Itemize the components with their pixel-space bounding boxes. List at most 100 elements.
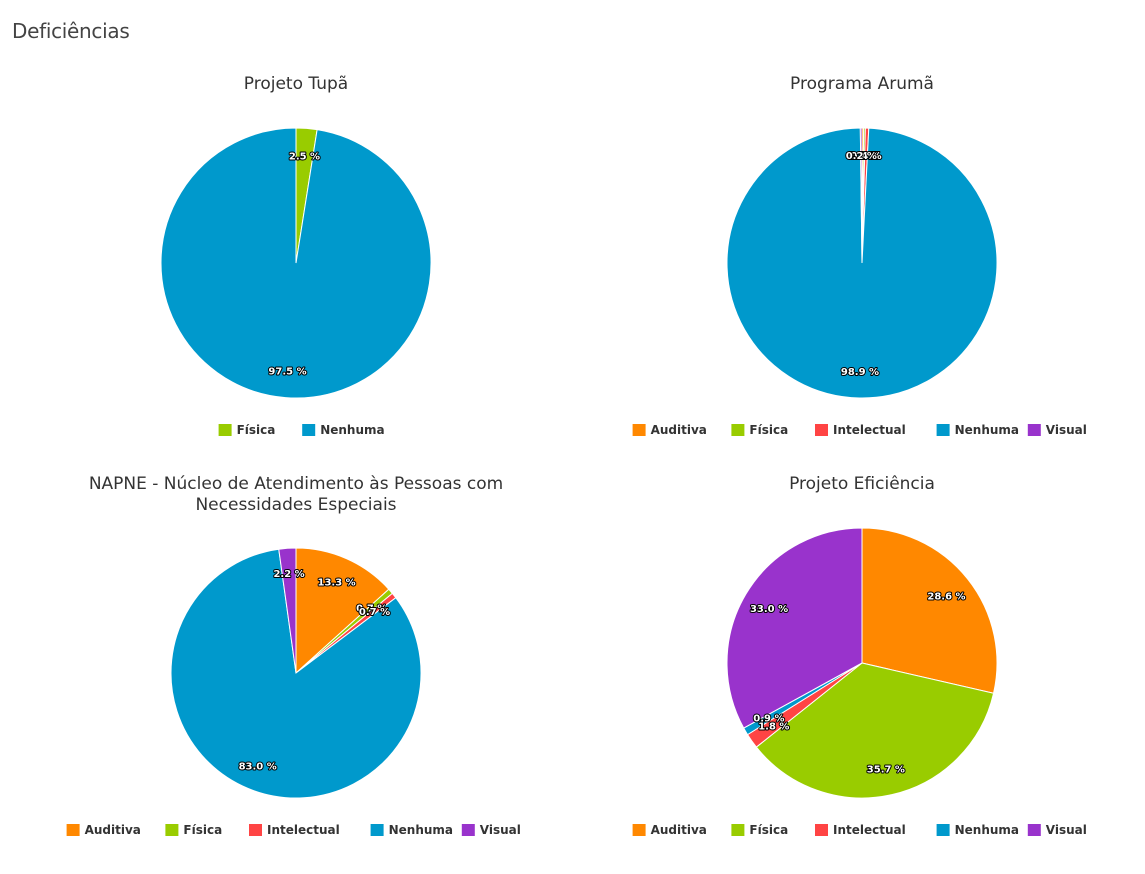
- pie-slice-auditiva[interactable]: [861, 527, 998, 694]
- slice-label-visual: 2.2 %: [273, 569, 304, 580]
- legend-swatch: [302, 424, 316, 436]
- slice-label-auditiva: 28.6 %: [927, 592, 965, 603]
- legend-label: Visual: [1046, 423, 1087, 437]
- legend-swatch: [1027, 424, 1041, 436]
- chart-title: Projeto Eficiência: [789, 474, 935, 494]
- chart-legend: Auditiva Física Intelectual Nenhuma Visual: [632, 823, 1087, 837]
- pie-chart-svg: NAPNE - Núcleo de Atendimento às Pessoas…: [66, 474, 521, 837]
- pie-labels: 28.6 % 35.7 % 1.8 %0.9 % 33.0 %: [749, 591, 967, 777]
- pie-slice-auditiva[interactable]: [295, 547, 390, 675]
- legend-item-auditiva[interactable]: Auditiva: [66, 823, 141, 837]
- legend-label: Nenhuma: [955, 823, 1019, 837]
- chart-title: Programa Arumã: [790, 74, 934, 94]
- pie-slice-nenhuma[interactable]: [160, 127, 432, 399]
- pie-slices: [726, 527, 998, 799]
- legend-swatch: [632, 424, 646, 436]
- legend-label: Auditiva: [651, 823, 707, 837]
- pie-slices: [160, 127, 432, 399]
- legend-swatch: [731, 424, 745, 436]
- legend-item-fisica[interactable]: Física: [165, 823, 222, 837]
- legend-swatch: [249, 824, 262, 836]
- legend-swatch: [815, 424, 828, 436]
- legend-swatch: [165, 824, 179, 836]
- legend-label: Nenhuma: [389, 823, 453, 837]
- pie-labels: 0.2 %0.2 %0.4 %98.9 %0.2 %: [840, 150, 883, 379]
- pie-chart-svg: Projeto Eficiência 28.6 % 35.7 % 1.8 %0.9 %…: [632, 474, 1087, 837]
- slice-label-intelectual: 0.4 %: [850, 151, 881, 162]
- legend-item-intelectual[interactable]: Intelectual: [815, 823, 906, 837]
- pie-labels: 13.3 %0.7 %0.7 %83.0 %2.2 %: [238, 568, 391, 773]
- pie-labels: 2.5 % 97.5 %: [267, 150, 321, 378]
- pie-slice-nenhuma[interactable]: [170, 548, 422, 799]
- legend-swatch: [1027, 824, 1041, 836]
- legend-item-auditiva[interactable]: Auditiva: [632, 423, 707, 437]
- slice-label-intelectual: 0.7 %: [359, 607, 390, 618]
- legend-item-nenhuma[interactable]: Nenhuma: [936, 423, 1019, 437]
- pie-slice-fisica[interactable]: [755, 662, 995, 799]
- slice-label-fisica: 2.5 %: [289, 151, 320, 162]
- chart-legend: Auditiva Física Intelectual Nenhuma Visual: [632, 423, 1087, 437]
- legend-label: Visual: [480, 823, 521, 837]
- pie-slice-visual[interactable]: [278, 547, 297, 674]
- legend-label: Intelectual: [833, 423, 906, 437]
- chart-legend: Auditiva Física Intelectual Nenhuma Visual: [66, 823, 521, 837]
- pie-slice-visual[interactable]: [726, 527, 863, 729]
- slice-label-nenhuma: 83.0 %: [239, 761, 277, 772]
- pie-slice-visual[interactable]: [859, 127, 863, 264]
- slice-label-visual: 33.0 %: [750, 604, 788, 615]
- legend-label: Intelectual: [267, 823, 340, 837]
- legend-swatch: [370, 824, 384, 836]
- slice-label-nenhuma: 97.5 %: [268, 367, 306, 378]
- legend-label: Física: [237, 423, 276, 437]
- pie-slices: [170, 547, 422, 799]
- legend-item-visual[interactable]: Visual: [1027, 823, 1087, 837]
- legend-item-visual[interactable]: Visual: [1027, 423, 1087, 437]
- legend-label: Auditiva: [85, 823, 141, 837]
- chart-legend: Física Nenhuma: [218, 423, 385, 437]
- legend-item-nenhuma[interactable]: Nenhuma: [302, 423, 385, 437]
- legend-item-auditiva[interactable]: Auditiva: [632, 823, 707, 837]
- legend-label: Visual: [1046, 823, 1087, 837]
- chart-projeto-eficiencia: Projeto Eficiência 28.6 % 35.7 % 1.8 % 0.9 %…: [582, 466, 1142, 856]
- chart-projeto-tupa: Projeto Tupã 2.5 % 97.5 % Física Nenhuma: [16, 66, 576, 456]
- pie-chart-svg: Projeto Tupã 2.5 % 97.5 % Física Nenhuma: [160, 74, 432, 437]
- legend-item-fisica[interactable]: Física: [731, 823, 788, 837]
- legend-item-nenhuma[interactable]: Nenhuma: [936, 823, 1019, 837]
- legend-item-fisica[interactable]: Física: [218, 423, 276, 437]
- legend-label: Física: [183, 823, 222, 837]
- legend-swatch: [66, 824, 80, 836]
- legend-item-fisica[interactable]: Física: [731, 423, 788, 437]
- legend-label: Nenhuma: [955, 423, 1019, 437]
- chart-title: Projeto Tupã: [244, 74, 348, 94]
- legend-label: Física: [749, 423, 788, 437]
- pie-slices: [726, 127, 998, 399]
- legend-item-visual[interactable]: Visual: [461, 823, 521, 837]
- slice-label-nenhuma: 98.9 %: [841, 367, 879, 378]
- legend-swatch: [731, 824, 745, 836]
- legend-label: Física: [749, 823, 788, 837]
- legend-swatch: [461, 824, 475, 836]
- legend-swatch: [815, 824, 828, 836]
- slice-label-auditiva: 13.3 %: [318, 578, 356, 589]
- legend-swatch: [632, 824, 646, 836]
- slice-label-intelectual: 1.8 %: [758, 721, 789, 732]
- slice-label-visual: 0.2 %: [846, 151, 877, 162]
- page-heading: Deficiências: [12, 19, 130, 43]
- slice-label-fisica: 35.7 %: [867, 764, 905, 775]
- legend-label: Nenhuma: [320, 423, 384, 437]
- legend-swatch: [218, 424, 232, 436]
- chart-title: Necessidades Especiais: [195, 495, 396, 515]
- slice-label-fisica: 0.7 %: [356, 604, 387, 615]
- legend-item-intelectual[interactable]: Intelectual: [249, 823, 340, 837]
- chart-napne: NAPNE - Núcleo de Atendimento às Pessoas…: [16, 466, 576, 856]
- legend-item-nenhuma[interactable]: Nenhuma: [370, 823, 453, 837]
- legend-swatch: [936, 824, 950, 836]
- legend-swatch: [936, 424, 950, 436]
- legend-item-intelectual[interactable]: Intelectual: [815, 423, 906, 437]
- slice-label-fisica: 0.2 %: [848, 151, 879, 162]
- slice-label-nenhuma: 0.9 %: [753, 714, 784, 725]
- chart-title: NAPNE - Núcleo de Atendimento às Pessoas…: [89, 474, 503, 494]
- slice-label-auditiva: 0.2 %: [847, 151, 878, 162]
- legend-label: Auditiva: [651, 423, 707, 437]
